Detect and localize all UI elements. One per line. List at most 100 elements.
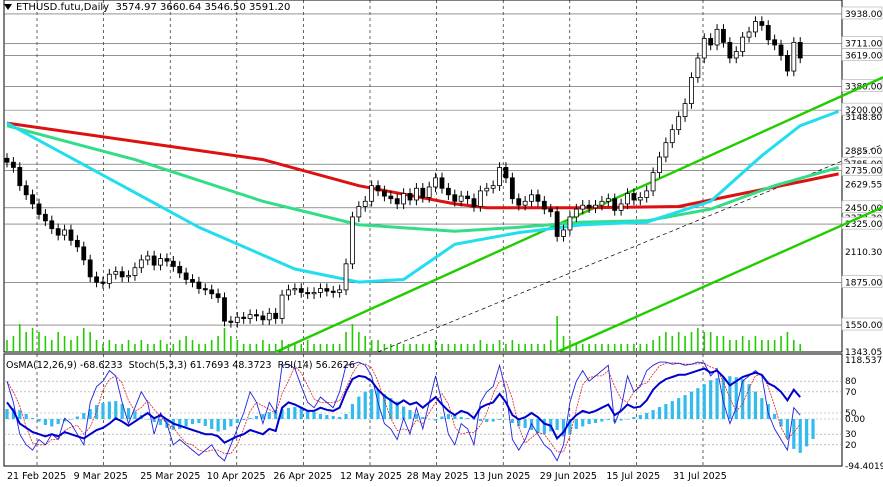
moving-average-line <box>6 124 840 233</box>
osma-bar <box>216 419 220 432</box>
candle-body <box>465 195 470 200</box>
candle-body <box>106 273 112 284</box>
candle-body <box>414 187 419 201</box>
osma-bar <box>229 419 233 427</box>
candle-body <box>196 281 202 289</box>
price-level-box <box>841 6 883 20</box>
candle-body <box>382 190 387 197</box>
osma-bar <box>254 416 259 420</box>
osma-bar <box>50 419 54 427</box>
osma-bar <box>350 404 355 420</box>
candle-body <box>471 198 477 207</box>
candle-body <box>138 259 144 269</box>
candle-body <box>375 185 381 192</box>
osma-bar <box>152 419 156 422</box>
osma-label: OsMA(12,26,9) -68.6233 <box>6 360 123 371</box>
osma-bar <box>517 419 521 427</box>
osma-bar <box>805 419 809 447</box>
osma-bar <box>689 391 694 420</box>
osma-bar <box>299 408 303 420</box>
candle-body <box>119 271 125 278</box>
candle-body <box>279 294 285 319</box>
price-panel-frame <box>3 0 843 353</box>
candle-body <box>727 41 733 59</box>
candle-body <box>183 272 189 280</box>
y-tick-label: 2450.00 <box>845 204 882 214</box>
candle-body <box>714 28 720 46</box>
y-tick-label: 3938.00 <box>845 10 882 20</box>
indicator-y-tick-label: 0.00 <box>845 415 865 425</box>
candle-body <box>797 41 803 59</box>
osma-bar <box>210 419 214 429</box>
candle-body <box>746 31 752 38</box>
osma-bar <box>427 419 431 420</box>
x-tick-label: 21 Feb 2025 <box>7 471 66 482</box>
candle-body <box>778 44 784 56</box>
osma-bar <box>306 410 310 420</box>
candle-body <box>593 204 598 209</box>
osma-bar <box>606 419 610 421</box>
rsi-label: RSI(14) 56.2626 <box>277 360 355 371</box>
candle-body <box>625 193 630 205</box>
candle-body <box>286 289 291 296</box>
candle-body <box>68 229 74 241</box>
candle-body <box>170 260 176 267</box>
candle-body <box>311 292 317 295</box>
osma-bar <box>798 419 802 453</box>
osma-bar <box>555 419 559 430</box>
osma-bar <box>523 419 527 428</box>
candle-body <box>529 194 534 202</box>
candle-body <box>202 288 208 291</box>
candle-body <box>100 281 106 284</box>
candle-body <box>657 156 662 174</box>
candle-body <box>682 103 688 118</box>
candle-body <box>394 198 400 205</box>
candle-body <box>708 38 714 46</box>
osma-bar <box>478 419 482 421</box>
price-level-box <box>841 48 883 61</box>
candle-body <box>484 187 490 192</box>
osma-bar <box>338 417 342 420</box>
candle-body <box>663 142 669 158</box>
candle-body <box>426 186 432 198</box>
candle-body <box>215 293 221 299</box>
osma-bar <box>133 411 137 420</box>
osma-bar <box>760 398 764 420</box>
candle-body <box>228 320 234 323</box>
osma-bar <box>446 414 450 420</box>
osma-bar <box>568 419 572 434</box>
candle-body <box>695 57 701 78</box>
osma-bar <box>370 389 374 420</box>
osma-bar <box>37 419 41 422</box>
y-tick-label: 1550.00 <box>845 321 882 331</box>
x-tick-label: 13 Jun 2025 <box>473 471 530 482</box>
candle-body <box>644 190 650 198</box>
candle-body <box>350 216 355 265</box>
osma-bar <box>600 419 604 422</box>
y-tick-label: 3619.00 <box>845 52 882 62</box>
candle-body <box>650 172 656 192</box>
candle-body <box>631 193 637 201</box>
osma-bar <box>248 418 252 420</box>
symbol-dropdown-icon[interactable] <box>4 4 12 10</box>
candle-body <box>772 39 778 46</box>
osma-bar <box>753 391 758 420</box>
osma-bar <box>5 409 9 420</box>
osma-bar <box>331 416 335 420</box>
candle-body <box>260 315 266 321</box>
osma-bar <box>389 398 393 420</box>
candle-body <box>254 314 259 317</box>
chart-title: ETHUSD.futu,Daily 3574.97 3660.64 3546.5… <box>4 2 290 13</box>
osma-bar <box>197 419 201 423</box>
osma-bar <box>184 419 188 427</box>
indicator-y-tick-label: 20 <box>845 441 857 451</box>
candle-body <box>151 255 157 266</box>
y-tick-label: 1875.00 <box>845 279 882 289</box>
candle-body <box>586 204 592 209</box>
candle-body <box>561 229 566 237</box>
osma-bar <box>741 379 745 420</box>
candle-body <box>298 288 304 293</box>
x-tick-label: 25 Mar 2025 <box>140 471 200 482</box>
stoch-label: Stoch(5,3,3) 61.7693 48.3723 <box>128 360 272 371</box>
osma-bar <box>440 416 444 420</box>
